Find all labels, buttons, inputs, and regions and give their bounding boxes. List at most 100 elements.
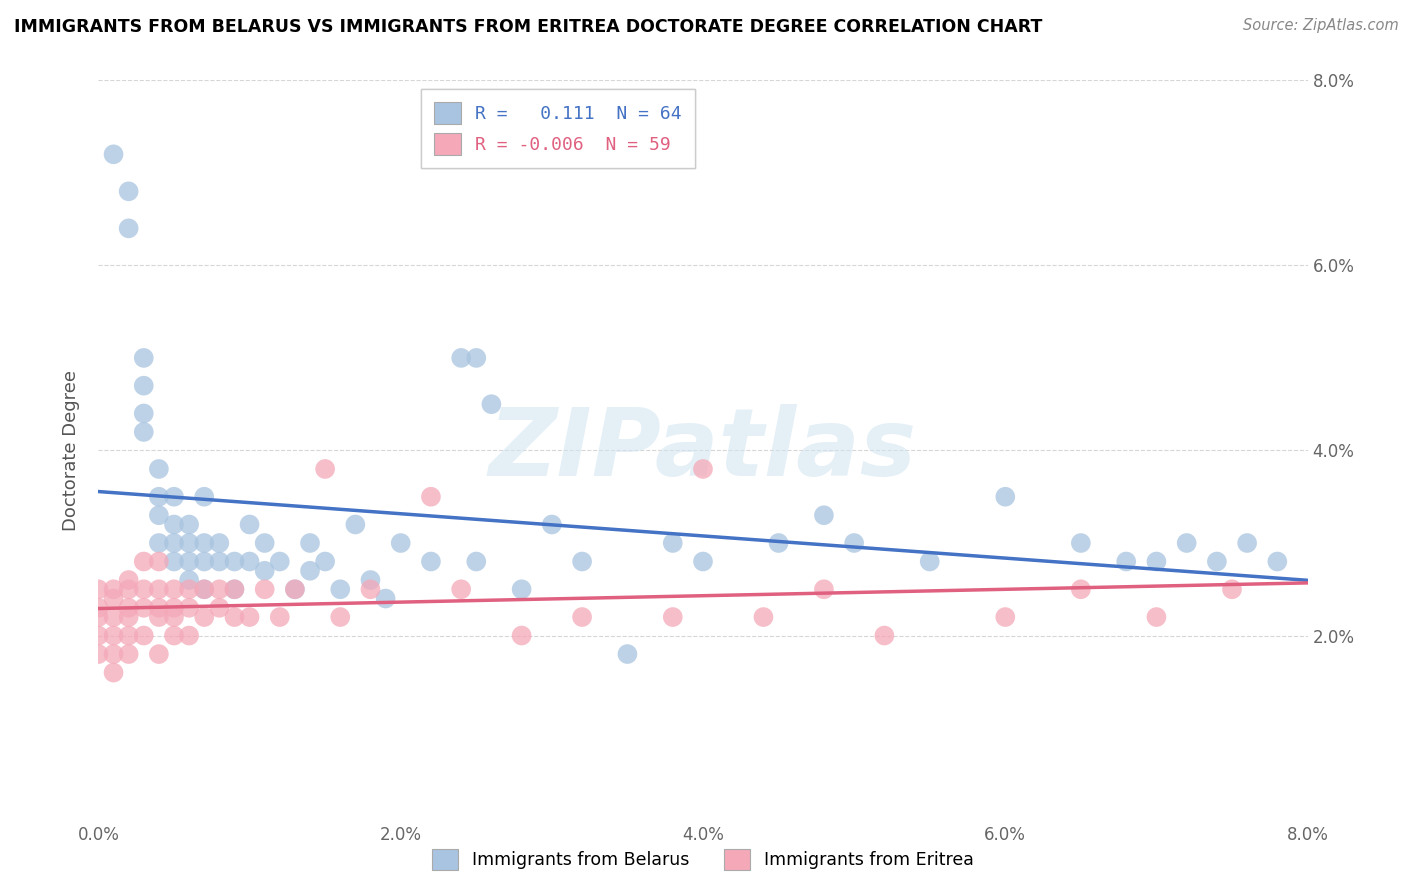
- Point: [103, 647, 125, 661]
- Point: [179, 536, 201, 550]
- Point: [269, 610, 291, 624]
- Point: [284, 582, 307, 597]
- Point: [540, 517, 562, 532]
- Point: [87, 600, 110, 615]
- Point: [284, 582, 307, 597]
- Point: [118, 628, 141, 642]
- Point: [163, 610, 186, 624]
- Point: [118, 610, 141, 624]
- Point: [132, 407, 155, 421]
- Point: [269, 554, 291, 569]
- Legend: R =   0.111  N = 64, R = -0.006  N = 59: R = 0.111 N = 64, R = -0.006 N = 59: [422, 89, 695, 168]
- Point: [768, 536, 790, 550]
- Point: [873, 628, 896, 642]
- Point: [692, 554, 714, 569]
- Point: [87, 610, 110, 624]
- Point: [132, 425, 155, 439]
- Point: [148, 508, 170, 523]
- Point: [360, 573, 382, 587]
- Point: [510, 582, 533, 597]
- Point: [163, 490, 186, 504]
- Point: [118, 184, 141, 198]
- Point: [450, 582, 472, 597]
- Point: [208, 600, 231, 615]
- Point: [118, 647, 141, 661]
- Point: [994, 610, 1017, 624]
- Point: [253, 536, 276, 550]
- Point: [179, 573, 201, 587]
- Point: [1175, 536, 1198, 550]
- Point: [132, 351, 155, 365]
- Point: [239, 610, 262, 624]
- Point: [87, 628, 110, 642]
- Point: [87, 582, 110, 597]
- Point: [118, 582, 141, 597]
- Point: [813, 582, 835, 597]
- Point: [1220, 582, 1243, 597]
- Point: [148, 536, 170, 550]
- Point: [208, 536, 231, 550]
- Point: [1206, 554, 1229, 569]
- Point: [179, 600, 201, 615]
- Point: [661, 536, 683, 550]
- Point: [314, 462, 336, 476]
- Point: [1070, 582, 1092, 597]
- Point: [994, 490, 1017, 504]
- Point: [103, 610, 125, 624]
- Point: [193, 536, 215, 550]
- Legend: Immigrants from Belarus, Immigrants from Eritrea: Immigrants from Belarus, Immigrants from…: [423, 840, 983, 879]
- Point: [118, 221, 141, 235]
- Point: [224, 582, 246, 597]
- Point: [465, 351, 488, 365]
- Point: [1070, 536, 1092, 550]
- Point: [208, 554, 231, 569]
- Point: [481, 397, 503, 411]
- Point: [360, 582, 382, 597]
- Point: [103, 147, 125, 161]
- Point: [193, 582, 215, 597]
- Point: [132, 378, 155, 392]
- Point: [420, 490, 443, 504]
- Point: [1267, 554, 1289, 569]
- Point: [103, 582, 125, 597]
- Point: [329, 610, 352, 624]
- Text: ZIPatlas: ZIPatlas: [489, 404, 917, 497]
- Point: [239, 517, 262, 532]
- Point: [299, 564, 322, 578]
- Point: [163, 582, 186, 597]
- Point: [616, 647, 638, 661]
- Point: [253, 582, 276, 597]
- Point: [510, 628, 533, 642]
- Point: [193, 582, 215, 597]
- Point: [918, 554, 941, 569]
- Point: [132, 628, 155, 642]
- Point: [132, 582, 155, 597]
- Point: [179, 628, 201, 642]
- Point: [103, 591, 125, 606]
- Point: [132, 600, 155, 615]
- Point: [163, 517, 186, 532]
- Point: [299, 536, 322, 550]
- Point: [208, 582, 231, 597]
- Point: [1115, 554, 1137, 569]
- Point: [692, 462, 714, 476]
- Point: [224, 582, 246, 597]
- Point: [118, 573, 141, 587]
- Point: [148, 647, 170, 661]
- Point: [571, 610, 593, 624]
- Point: [103, 665, 125, 680]
- Point: [450, 351, 472, 365]
- Y-axis label: Doctorate Degree: Doctorate Degree: [62, 370, 80, 531]
- Point: [193, 490, 215, 504]
- Point: [752, 610, 775, 624]
- Point: [1146, 554, 1168, 569]
- Point: [163, 536, 186, 550]
- Point: [329, 582, 352, 597]
- Point: [163, 600, 186, 615]
- Point: [661, 610, 683, 624]
- Point: [118, 600, 141, 615]
- Point: [148, 554, 170, 569]
- Point: [179, 582, 201, 597]
- Point: [148, 462, 170, 476]
- Point: [844, 536, 866, 550]
